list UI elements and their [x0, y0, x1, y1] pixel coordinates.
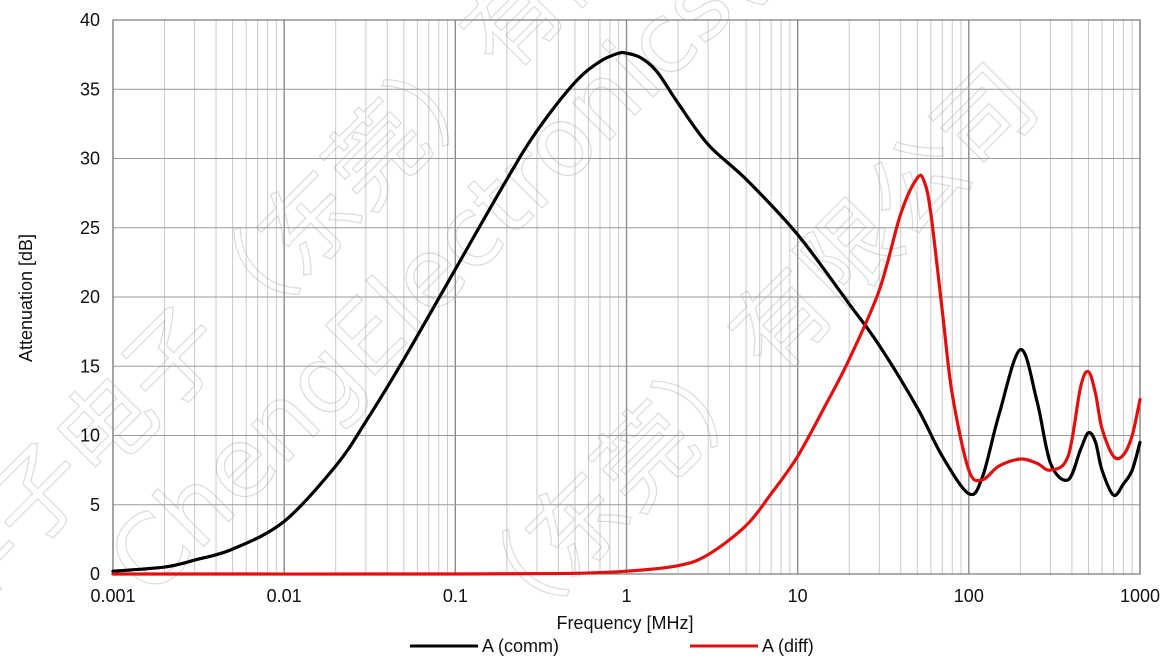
series-line-comm — [111, 50, 1142, 573]
x-tick-label: 0.1 — [443, 586, 468, 606]
x-tick-labels: 0.001 0.01 0.1 1 10 100 1000 — [90, 586, 1160, 606]
x-tick-label: 1 — [621, 586, 631, 606]
y-tick-labels: 0 5 10 15 20 25 30 35 40 — [80, 10, 100, 584]
x-tick-label: 10 — [788, 586, 808, 606]
x-tick-label: 0.01 — [267, 586, 302, 606]
y-axis-title: Attenuation [dB] — [16, 234, 36, 362]
y-tick-label: 15 — [80, 356, 100, 376]
y-tick-label: 10 — [80, 426, 100, 446]
legend-label: A (comm) — [482, 636, 559, 656]
y-tick-label: 5 — [90, 495, 100, 515]
series-line-diff — [111, 173, 1142, 576]
x-tick-label: 0.001 — [90, 586, 135, 606]
x-tick-label: 100 — [954, 586, 984, 606]
x-axis-title: Frequency [MHz] — [556, 613, 693, 633]
x-tick-label: 1000 — [1120, 586, 1160, 606]
y-tick-label: 30 — [80, 149, 100, 169]
y-tick-label: 0 — [90, 564, 100, 584]
legend-label: A (diff) — [762, 636, 814, 656]
legend: A (comm) A (diff) — [410, 636, 814, 656]
plot-series — [111, 50, 1142, 576]
y-tick-label: 20 — [80, 287, 100, 307]
plot-frame — [112, 19, 1141, 575]
y-tick-label: 40 — [80, 10, 100, 30]
y-tick-label: 25 — [80, 218, 100, 238]
y-tick-label: 35 — [80, 79, 100, 99]
